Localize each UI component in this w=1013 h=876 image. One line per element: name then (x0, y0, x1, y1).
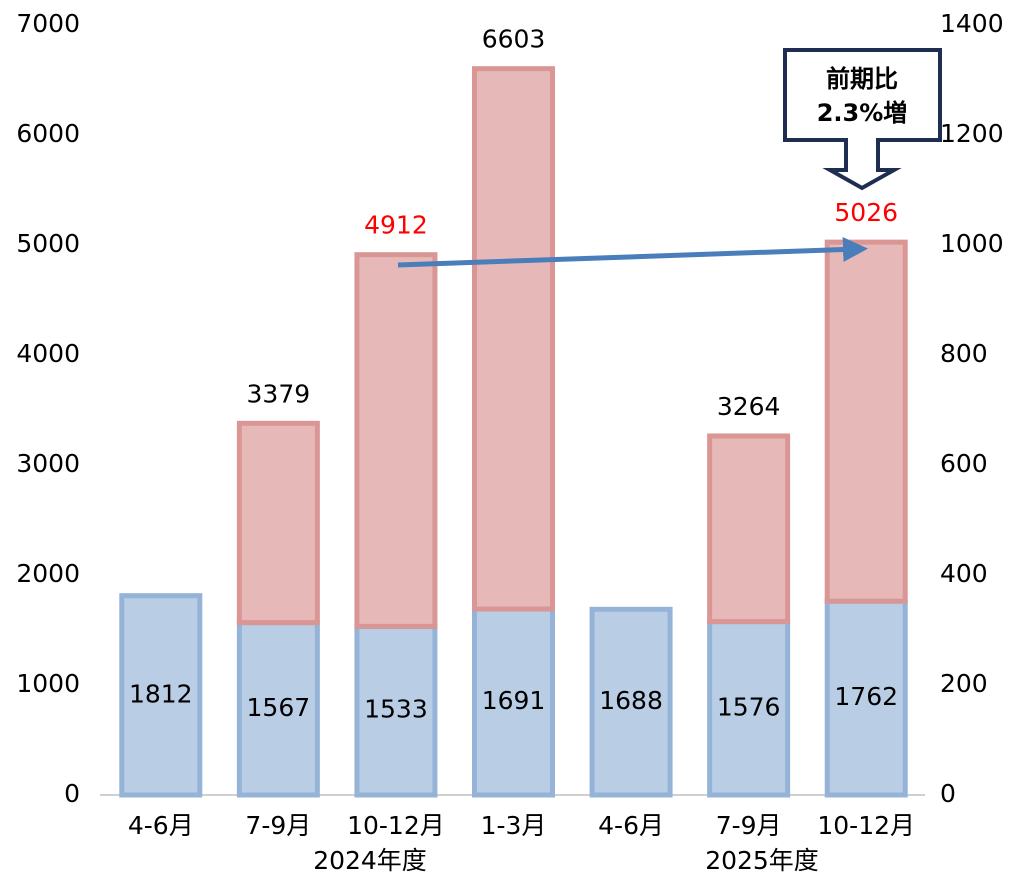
value-label: 1812 (129, 679, 193, 708)
y-tick-label: 2000 (16, 559, 80, 588)
y-tick-label: 7000 (16, 9, 80, 38)
y2-tick-label: 800 (940, 339, 988, 368)
bar-segment (824, 239, 908, 604)
value-label: 1533 (364, 695, 428, 724)
x-tick-label: 7-9月 (716, 811, 782, 840)
bar-segment (824, 598, 908, 798)
callout (783, 48, 942, 191)
annotation: 2.3%増 (817, 99, 908, 127)
y2-tick-label: 0 (940, 779, 956, 808)
x-tick-label: 7-9月 (245, 811, 311, 840)
bar-segment (707, 433, 791, 625)
x-tick-label: 10-12月 (347, 811, 445, 840)
y-tick-label: 6000 (16, 119, 80, 148)
group-label: 2024年度 (313, 846, 427, 875)
value-label: 1567 (247, 693, 311, 722)
bar-segment (119, 593, 203, 798)
bar-segment (472, 606, 555, 798)
value-label: 1691 (482, 686, 546, 715)
total-label: 4912 (364, 211, 428, 240)
bar-segment (236, 420, 320, 626)
group-label: 2025年度 (705, 846, 819, 875)
x-tick-label: 1-3月 (481, 811, 547, 840)
y2-tick-label: 1000 (940, 229, 1004, 258)
x-tick-label: 4-6月 (128, 811, 194, 840)
value-label: 1576 (717, 692, 781, 721)
total-label: 3379 (247, 379, 311, 408)
value-label: 1688 (599, 686, 663, 715)
total-label: 5026 (834, 198, 898, 227)
bar-segment (589, 606, 673, 798)
bar-segment (707, 619, 791, 798)
bar-segment (472, 66, 555, 612)
value-label: 1762 (834, 682, 898, 711)
y-tick-label: 4000 (16, 339, 80, 368)
annotation: 前期比 (826, 65, 898, 93)
y2-tick-label: 400 (940, 559, 988, 588)
y2-tick-label: 600 (940, 449, 988, 478)
trend-arrow (397, 237, 868, 268)
y-tick-label: 3000 (16, 449, 80, 478)
bar-segment (236, 620, 320, 798)
bar-segment (354, 252, 438, 629)
total-label: 6603 (482, 25, 546, 54)
y2-tick-label: 1200 (940, 119, 1004, 148)
y2-tick-label: 200 (940, 669, 988, 698)
y-tick-label: 1000 (16, 669, 80, 698)
y2-tick-label: 1400 (940, 9, 1004, 38)
y-tick-label: 0 (64, 779, 80, 808)
x-tick-label: 4-6月 (598, 811, 664, 840)
total-label: 3264 (717, 392, 781, 421)
y-tick-label: 5000 (16, 229, 80, 258)
x-tick-label: 10-12月 (817, 811, 915, 840)
